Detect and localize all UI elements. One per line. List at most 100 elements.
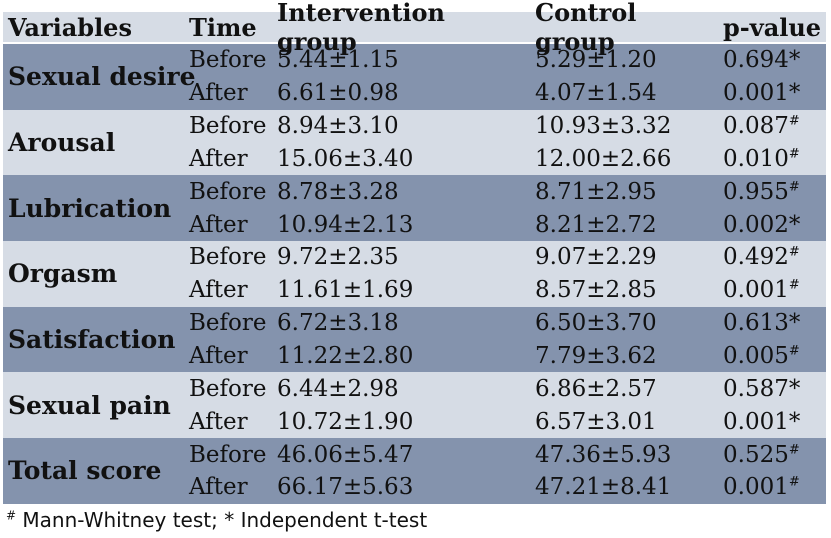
cell-pvalue: 0.001# — [720, 474, 826, 500]
table-row-after: After 15.06±3.40 12.00±2.66 0.010# — [186, 143, 826, 176]
table-footnote: # Mann-Whitney test; * Independent t-tes… — [6, 508, 427, 532]
table-row-after: After 10.72±1.90 6.57±3.01 0.001* — [186, 405, 826, 438]
pvalue-test-mark: # — [788, 179, 800, 195]
cell-control: 12.00±2.66 — [535, 145, 672, 172]
table-row-group: Orgasm Before 9.72±2.35 9.07±2.29 0.492# Afte… — [3, 241, 826, 307]
table-row-before: Before 6.72±3.18 6.50±3.70 0.613* — [186, 307, 826, 340]
variable-label: Arousal — [8, 128, 116, 158]
cell-time: After — [189, 145, 248, 172]
pvalue-number: 0.955 — [723, 178, 789, 205]
cell-pvalue: 0.005# — [720, 343, 826, 369]
pvalue-number: 0.587 — [723, 375, 789, 402]
pvalue-test-mark: * — [788, 211, 801, 238]
pvalue-number: 0.001 — [723, 408, 789, 435]
cell-time: Before — [189, 310, 267, 337]
pvalue-test-mark: # — [788, 146, 800, 162]
cell-pvalue: 0.087# — [720, 113, 826, 139]
pvalue-number: 0.001 — [723, 80, 789, 107]
cell-control: 5.29±1.20 — [535, 47, 657, 74]
pvalue-test-mark: # — [788, 441, 800, 457]
header-intervention: Intervention group — [277, 0, 445, 56]
table-row-after: After 10.94±2.13 8.21±2.72 0.002* — [186, 208, 826, 241]
cell-control: 10.93±3.32 — [535, 113, 672, 140]
footnote-star-mark: * — [224, 508, 235, 532]
cell-pvalue: 0.525# — [720, 442, 826, 468]
cell-intervention: 5.44±1.15 — [277, 47, 399, 74]
cell-pvalue: 0.694* — [720, 47, 826, 73]
table-row-after: After 11.61±1.69 8.57±2.85 0.001# — [186, 274, 826, 307]
pvalue-test-mark: * — [788, 47, 801, 74]
table-body: Sexual desire Before 5.44±1.15 5.29±1.20 0.6… — [3, 44, 826, 504]
cell-pvalue: 0.001* — [720, 80, 826, 106]
cell-time: After — [189, 277, 248, 304]
cell-pvalue: 0.001# — [720, 277, 826, 303]
pvalue-number: 0.001 — [723, 277, 789, 304]
table-row-before: Before 46.06±5.47 47.36±5.93 0.525# — [186, 438, 826, 471]
cell-control: 47.21±8.41 — [535, 474, 672, 501]
cell-pvalue: 0.613* — [720, 310, 826, 336]
variable-label: Satisfaction — [8, 325, 176, 355]
cell-time: Before — [189, 375, 267, 402]
table-row-before: Before 6.44±2.98 6.86±2.57 0.587* — [186, 372, 826, 405]
pvalue-test-mark: # — [788, 277, 800, 293]
cell-control: 9.07±2.29 — [535, 244, 657, 271]
cell-intervention: 66.17±5.63 — [277, 474, 414, 501]
cell-control: 6.86±2.57 — [535, 375, 657, 402]
cell-time: Before — [189, 113, 267, 140]
pvalue-number: 0.005 — [723, 343, 789, 370]
table-row-before: Before 9.72±2.35 9.07±2.29 0.492# — [186, 241, 826, 274]
cell-intervention: 6.61±0.98 — [277, 80, 399, 107]
cell-time: Before — [189, 441, 267, 468]
header-control: Control group — [535, 0, 637, 56]
cell-intervention: 8.78±3.28 — [277, 178, 399, 205]
pvalue-test-mark: # — [788, 474, 800, 490]
cell-intervention: 6.44±2.98 — [277, 375, 399, 402]
results-table: Variables Time Intervention group Contro… — [3, 0, 826, 504]
pvalue-test-mark: * — [788, 375, 801, 402]
cell-time: After — [189, 343, 248, 370]
table-row-before: Before 8.94±3.10 10.93±3.32 0.087# — [186, 110, 826, 143]
header-variables: Variables — [8, 12, 132, 42]
pvalue-number: 0.525 — [723, 441, 789, 468]
table-row-after: After 66.17±5.63 47.21±8.41 0.001# — [186, 471, 826, 504]
table-row-before: Before 8.78±3.28 8.71±2.95 0.955# — [186, 175, 826, 208]
pvalue-test-mark: # — [788, 343, 800, 359]
cell-intervention: 15.06±3.40 — [277, 145, 414, 172]
cell-pvalue: 0.492# — [720, 244, 826, 270]
variable-label: Total score — [8, 456, 162, 486]
cell-control: 8.21±2.72 — [535, 211, 657, 238]
cell-control: 8.71±2.95 — [535, 178, 657, 205]
cell-time: After — [189, 474, 248, 501]
variable-label: Orgasm — [8, 259, 118, 289]
cell-pvalue: 0.002* — [720, 212, 826, 238]
cell-time: Before — [189, 178, 267, 205]
cell-control: 47.36±5.93 — [535, 441, 672, 468]
variable-label: Lubrication — [8, 193, 172, 223]
cell-intervention: 10.72±1.90 — [277, 408, 414, 435]
table-row-after: After 11.22±2.80 7.79±3.62 0.005# — [186, 340, 826, 373]
pvalue-number: 0.002 — [723, 211, 789, 238]
variable-label: Sexual desire — [8, 62, 196, 92]
cell-time: After — [189, 211, 248, 238]
header-time: Time — [189, 12, 257, 42]
cell-time: After — [189, 80, 248, 107]
table-row-after: After 6.61±0.98 4.07±1.54 0.001* — [186, 77, 826, 110]
pvalue-number: 0.001 — [723, 474, 789, 501]
cell-pvalue: 0.955# — [720, 179, 826, 205]
pvalue-number: 0.087 — [723, 113, 789, 140]
cell-time: Before — [189, 244, 267, 271]
variable-label: Sexual pain — [8, 390, 171, 420]
pvalue-test-mark: # — [788, 113, 800, 129]
pvalue-number: 0.613 — [723, 310, 789, 337]
pvalue-number: 0.010 — [723, 145, 789, 172]
cell-intervention: 11.22±2.80 — [277, 343, 414, 370]
cell-intervention: 9.72±2.35 — [277, 244, 399, 271]
header-pvalue: p-value — [723, 12, 822, 42]
cell-time: Before — [189, 47, 267, 74]
cell-intervention: 10.94±2.13 — [277, 211, 414, 238]
cell-time: After — [189, 408, 248, 435]
table-row-group: Sexual desire Before 5.44±1.15 5.29±1.20 0.6… — [3, 44, 826, 110]
cell-intervention: 6.72±3.18 — [277, 310, 399, 337]
table-row-before: Before 5.44±1.15 5.29±1.20 0.694* — [186, 44, 826, 77]
cell-pvalue: 0.587* — [720, 376, 826, 402]
